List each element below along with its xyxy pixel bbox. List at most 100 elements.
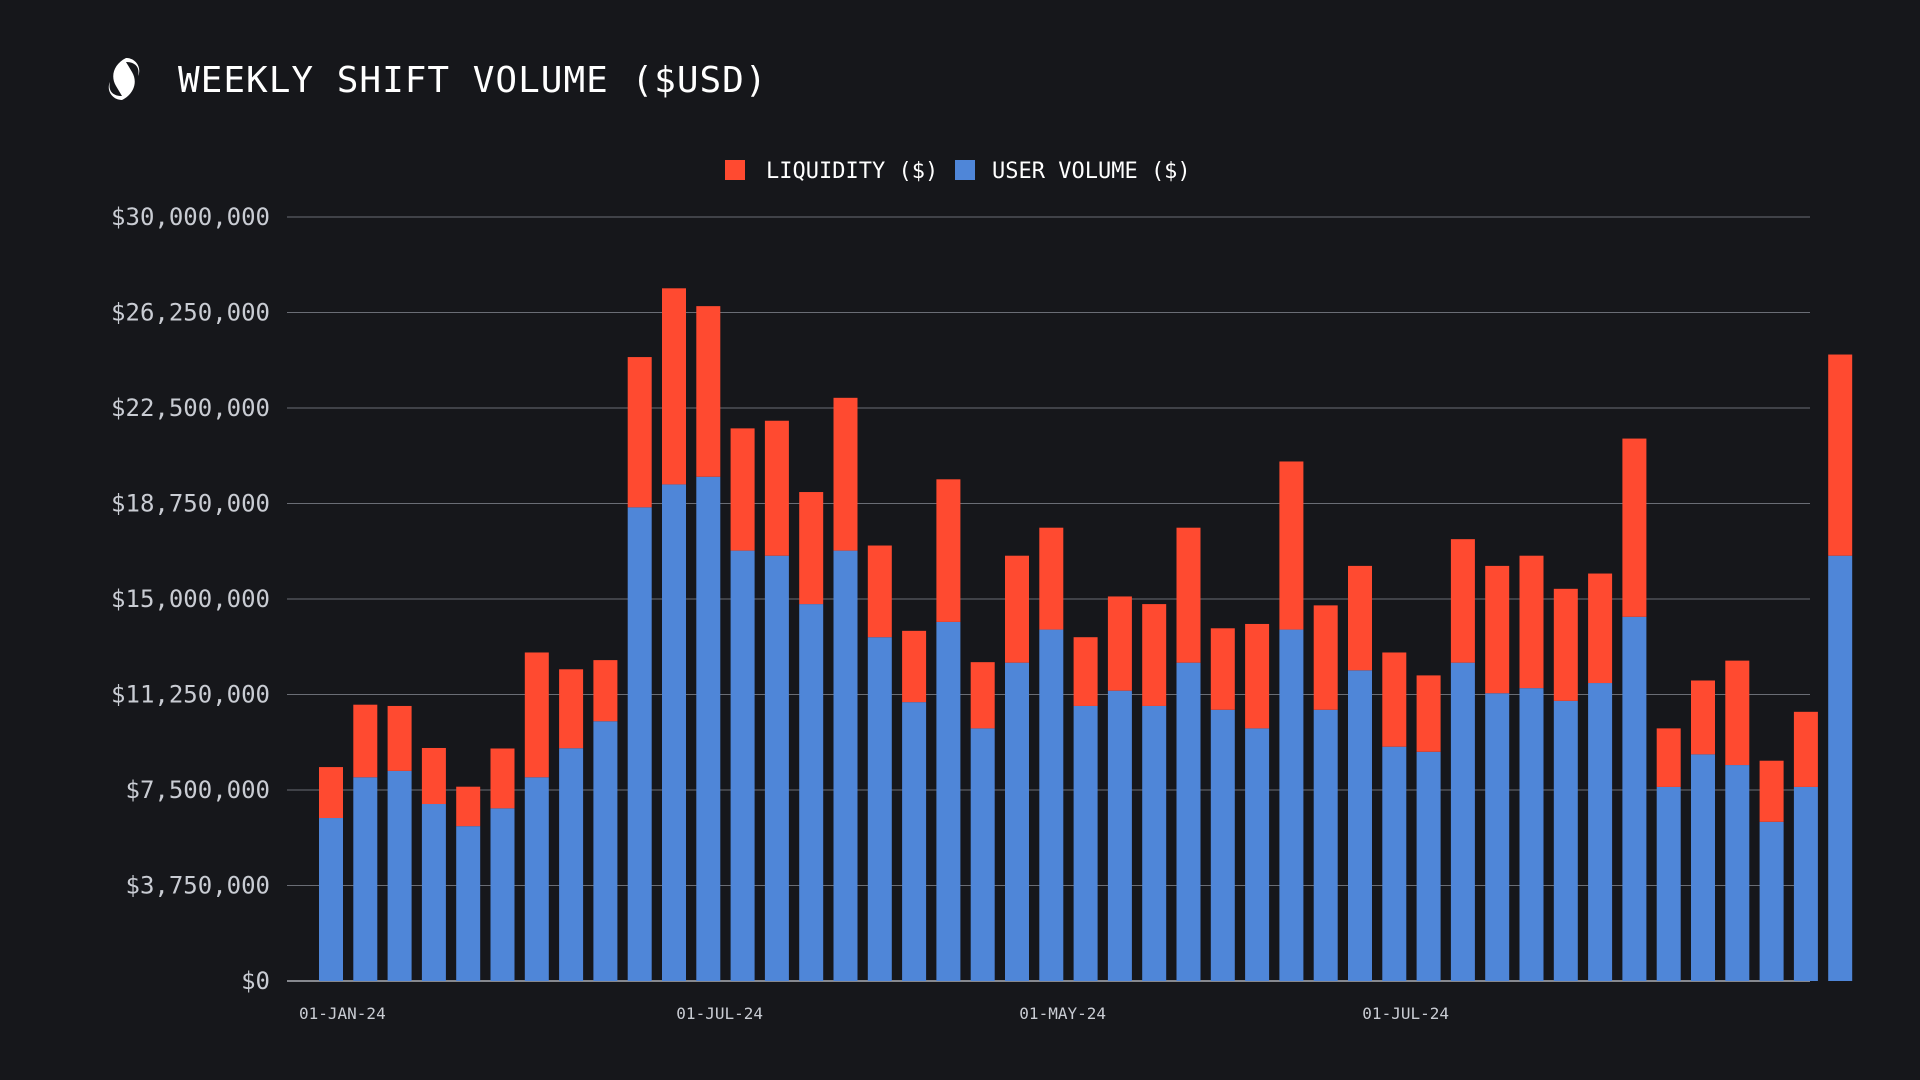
- bar-user-volume: [936, 621, 961, 981]
- bar-liquidity: [902, 630, 927, 703]
- bar-user-volume: [1519, 688, 1544, 981]
- bar-liquidity: [1450, 539, 1475, 663]
- bar-user-volume: [559, 748, 584, 981]
- bar-user-volume: [662, 484, 686, 981]
- bar-liquidity: [1245, 623, 1270, 729]
- bar-user-volume: [1313, 709, 1338, 981]
- bar-user-volume: [387, 770, 412, 981]
- bar-user-volume: [1588, 683, 1613, 981]
- bar-user-volume: [1107, 690, 1132, 981]
- bar-liquidity: [1039, 527, 1064, 630]
- bar-liquidity: [1107, 596, 1132, 691]
- x-axis-ticks: 01-JAN-24 01-JUL-24 01-MAY-24 01-JUL-24: [299, 1004, 1449, 1023]
- bar-liquidity: [1828, 354, 1853, 556]
- bar-liquidity: [1485, 565, 1510, 694]
- bar-liquidity: [1210, 628, 1235, 710]
- x-tick-label: 01-JUL-24: [1362, 1004, 1449, 1023]
- bar-liquidity: [764, 420, 789, 556]
- bar-user-volume: [833, 550, 858, 981]
- bar-user-volume: [902, 702, 927, 981]
- bar-liquidity: [1622, 438, 1647, 617]
- bar-liquidity: [456, 786, 481, 827]
- bar-liquidity: [319, 767, 343, 819]
- bar-user-volume: [1793, 786, 1818, 981]
- bar-liquidity: [936, 479, 961, 622]
- bar-liquidity: [1005, 555, 1029, 663]
- legend: LIQUIDITY ($) USER VOLUME ($): [725, 159, 1191, 184]
- bar-user-volume: [1450, 662, 1475, 981]
- bar-liquidity: [559, 669, 584, 749]
- y-tick-label: $18,750,000: [111, 490, 270, 518]
- bar-user-volume: [970, 728, 995, 981]
- bar-user-volume: [1279, 629, 1304, 981]
- y-tick-label: $3,750,000: [126, 872, 271, 900]
- bar-user-volume: [524, 777, 549, 981]
- bar-user-volume: [1656, 786, 1681, 981]
- y-tick-label: $26,250,000: [111, 299, 270, 327]
- bar-user-volume: [627, 507, 652, 981]
- bar-liquidity: [1759, 760, 1784, 822]
- bar-user-volume: [1691, 754, 1715, 981]
- y-tick-label: $30,000,000: [111, 203, 270, 231]
- bar-user-volume: [1622, 616, 1647, 981]
- bar-user-volume: [867, 637, 892, 981]
- bar-user-volume: [1382, 746, 1407, 981]
- bar-user-volume: [1485, 693, 1510, 981]
- bar-user-volume: [1759, 821, 1784, 981]
- bar-user-volume: [353, 777, 378, 981]
- bar-user-volume: [1210, 709, 1235, 981]
- bar-liquidity: [1416, 675, 1441, 752]
- bar-liquidity: [1725, 660, 1750, 766]
- bar-liquidity: [1656, 728, 1681, 787]
- bar-user-volume: [1176, 662, 1201, 981]
- bar-user-volume: [764, 555, 789, 981]
- bar-user-volume: [490, 808, 515, 981]
- bar-user-volume: [421, 804, 446, 981]
- y-tick-label: $15,000,000: [111, 585, 270, 613]
- y-tick-label: $7,500,000: [126, 776, 271, 804]
- bar-user-volume: [1416, 751, 1441, 981]
- bar-liquidity: [1793, 711, 1818, 787]
- bar-liquidity: [627, 357, 652, 508]
- bar-liquidity: [490, 748, 515, 809]
- legend-swatch-liquidity: [725, 160, 745, 180]
- x-tick-label: 01-JAN-24: [299, 1004, 386, 1023]
- bar-liquidity: [662, 288, 686, 485]
- bar-liquidity: [1348, 565, 1372, 671]
- bar-user-volume: [1725, 765, 1750, 981]
- bars: [319, 288, 1853, 981]
- chart-title: WEEKLY SHIFT VOLUME ($USD): [178, 60, 768, 101]
- bar-liquidity: [353, 704, 378, 778]
- bar-user-volume: [1073, 705, 1098, 981]
- bar-liquidity: [1553, 588, 1578, 701]
- bar-user-volume: [1245, 728, 1270, 981]
- bar-liquidity: [1313, 605, 1338, 710]
- y-tick-label: $0: [241, 967, 270, 995]
- bar-user-volume: [593, 721, 618, 981]
- bar-liquidity: [1176, 527, 1201, 663]
- bar-user-volume: [730, 550, 755, 981]
- bar-user-volume: [1348, 670, 1372, 981]
- shapeshift-fox-icon: [108, 58, 140, 100]
- x-tick-label: 01-JUL-24: [676, 1004, 763, 1023]
- bar-liquidity: [1279, 461, 1304, 630]
- bar-liquidity: [593, 660, 618, 722]
- bar-user-volume: [1553, 700, 1578, 981]
- legend-swatch-user-volume: [955, 160, 975, 180]
- bar-liquidity: [799, 492, 824, 605]
- bar-user-volume: [799, 604, 824, 981]
- y-tick-label: $22,500,000: [111, 394, 270, 422]
- bar-liquidity: [1382, 652, 1407, 747]
- bar-liquidity: [696, 306, 721, 477]
- bar-user-volume: [1142, 705, 1167, 981]
- bar-user-volume: [319, 818, 343, 981]
- y-tick-label: $11,250,000: [111, 681, 270, 709]
- bar-user-volume: [1828, 555, 1853, 981]
- bar-liquidity: [387, 705, 412, 771]
- bar-liquidity: [1691, 680, 1715, 755]
- x-tick-label: 01-MAY-24: [1019, 1004, 1106, 1023]
- y-axis-ticks: $0 $3,750,000 $7,500,000 $11,250,000 $15,000…: [111, 203, 270, 995]
- bar-liquidity: [970, 662, 995, 729]
- bar-liquidity: [1142, 604, 1167, 706]
